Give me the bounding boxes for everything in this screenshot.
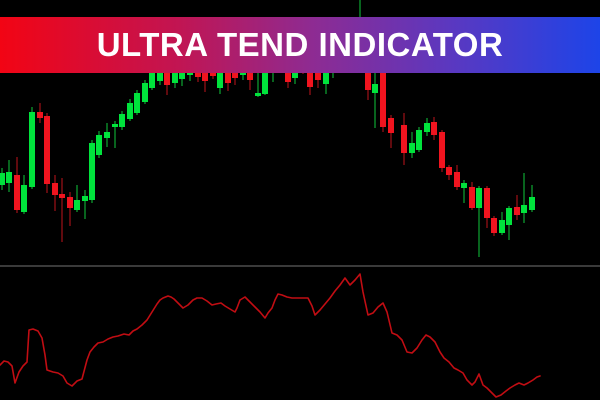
banner-title: ULTRA TEND INDICATOR: [96, 26, 504, 63]
title-banner: ULTRA TEND INDICATOR: [0, 17, 600, 73]
panel-divider: [0, 265, 600, 267]
